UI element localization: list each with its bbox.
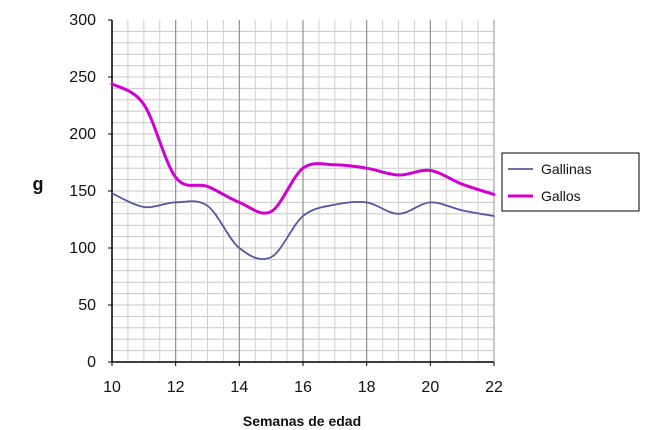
y-tick-label: 100 (69, 240, 96, 257)
series-line-gallinas (111, 192, 495, 261)
y-tick-label: 250 (69, 69, 96, 86)
y-tick-label: 200 (69, 126, 96, 143)
x-tick-label: 20 (421, 379, 439, 396)
y-axis-title: g (33, 174, 44, 194)
grid-layer (112, 20, 494, 362)
y-tick-label: 150 (69, 183, 96, 200)
series-layer (110, 82, 496, 261)
x-tick-label: 16 (294, 379, 312, 396)
x-tick-label: 22 (485, 379, 503, 396)
legend: Gallinas Gallos (501, 152, 640, 212)
y-tick-label: 300 (69, 12, 96, 29)
y-tick-label: 50 (78, 297, 96, 314)
series-line-gallos (110, 82, 496, 215)
legend-label-gallos: Gallos (541, 188, 581, 204)
x-tick-label: 10 (103, 379, 121, 396)
x-tick-label: 18 (358, 379, 376, 396)
legend-box (501, 152, 640, 212)
legend-label-gallinas: Gallinas (541, 161, 592, 177)
x-axis-title: Semanas de edad (243, 413, 361, 429)
x-tick-label: 12 (167, 379, 185, 396)
axis-layer: 0 50 100 150 200 250 300 10 12 14 16 18 20 22 (69, 12, 503, 396)
x-tick-label: 14 (230, 379, 248, 396)
y-tick-label: 0 (87, 354, 96, 371)
